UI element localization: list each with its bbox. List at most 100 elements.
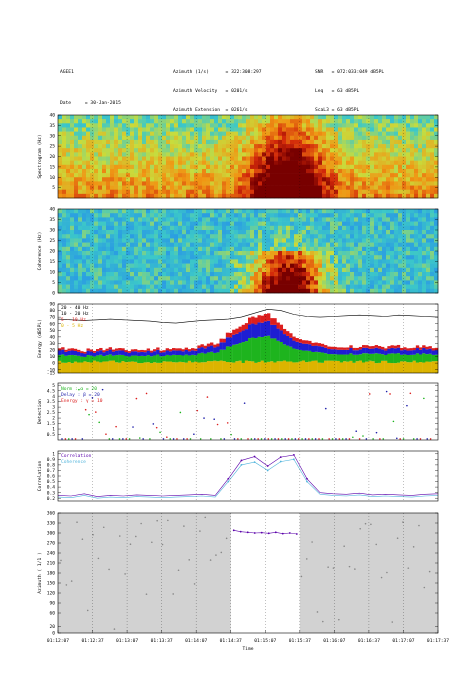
energy-bar bbox=[419, 347, 423, 350]
energy-bar bbox=[400, 354, 404, 362]
heat-cell bbox=[390, 263, 395, 269]
heat-cell bbox=[434, 131, 439, 137]
energy-bar bbox=[200, 347, 204, 353]
heat-cell bbox=[354, 288, 359, 294]
heat-cell bbox=[202, 213, 207, 218]
heat-cell bbox=[254, 148, 259, 153]
heat-cell bbox=[130, 135, 135, 141]
energy-bar bbox=[257, 322, 261, 337]
heat-cell bbox=[434, 213, 439, 218]
heat-cell bbox=[366, 193, 371, 199]
heat-cell bbox=[218, 213, 223, 218]
heat-cell bbox=[358, 139, 363, 145]
heat-cell bbox=[130, 148, 135, 153]
heat-cell bbox=[174, 148, 179, 153]
heat-cell bbox=[150, 234, 155, 239]
heat-cell bbox=[170, 144, 175, 149]
heat-cell bbox=[186, 225, 191, 231]
heat-cell bbox=[406, 238, 411, 243]
heat-cell bbox=[78, 238, 83, 243]
heat-cell bbox=[190, 185, 195, 190]
heat-cell bbox=[146, 272, 151, 277]
heat-cell bbox=[386, 276, 391, 281]
energy-bar bbox=[197, 348, 201, 354]
heat-cell bbox=[282, 230, 287, 235]
heat-cell bbox=[66, 156, 71, 161]
heat-cell bbox=[430, 115, 435, 120]
heat-cell bbox=[174, 168, 179, 174]
heat-cell bbox=[398, 213, 403, 218]
detection-point bbox=[321, 438, 324, 440]
azimuth-point bbox=[151, 541, 153, 544]
heat-cell bbox=[126, 267, 131, 273]
heat-cell bbox=[318, 115, 323, 120]
heat-cell bbox=[290, 209, 295, 214]
energy-bar bbox=[140, 363, 144, 373]
heat-cell bbox=[58, 276, 63, 281]
heat-cell bbox=[414, 234, 419, 239]
heat-cell bbox=[218, 127, 223, 132]
energy-bar bbox=[409, 354, 413, 363]
heat-cell bbox=[346, 242, 351, 248]
heat-cell bbox=[298, 123, 303, 128]
heat-cell bbox=[350, 213, 355, 218]
heat-cell bbox=[358, 189, 363, 195]
heat-cell bbox=[182, 173, 187, 178]
heat-cell bbox=[370, 127, 375, 132]
heat-cell bbox=[174, 217, 179, 222]
heat-cell bbox=[126, 193, 131, 199]
heat-cell bbox=[106, 255, 111, 260]
energy-bar bbox=[381, 360, 385, 373]
azimuth-track-point bbox=[288, 532, 291, 534]
heat-cell bbox=[258, 217, 263, 222]
heat-cell bbox=[86, 284, 91, 290]
heat-cell bbox=[410, 259, 415, 264]
heat-cell bbox=[142, 242, 147, 248]
heat-cell bbox=[166, 251, 171, 256]
energy-bar bbox=[412, 360, 417, 373]
heat-cell bbox=[298, 119, 303, 124]
energy-bar bbox=[333, 360, 337, 373]
energy-bars bbox=[58, 313, 439, 373]
heat-cell bbox=[346, 148, 351, 153]
heat-cell bbox=[358, 144, 363, 149]
heat-cell bbox=[322, 267, 327, 273]
heat-cell bbox=[166, 225, 171, 231]
heat-cell bbox=[354, 251, 359, 256]
heat-cell bbox=[222, 217, 227, 222]
heat-cell bbox=[122, 127, 127, 132]
heat-cell bbox=[246, 234, 251, 239]
energy-bar bbox=[146, 355, 151, 363]
energy-bar bbox=[143, 352, 147, 357]
heat-cell bbox=[122, 288, 127, 294]
heat-cell bbox=[270, 156, 275, 161]
heat-cell bbox=[170, 115, 175, 120]
heat-cell bbox=[226, 156, 231, 161]
heat-cell bbox=[290, 156, 295, 161]
heat-cell bbox=[206, 173, 211, 178]
energy-bar bbox=[121, 348, 125, 351]
heat-cell bbox=[62, 246, 67, 252]
heat-cell bbox=[246, 246, 251, 252]
heat-cell bbox=[142, 280, 147, 285]
heat-cell bbox=[270, 148, 275, 153]
energy-bar bbox=[64, 351, 68, 356]
heat-cell bbox=[382, 225, 387, 231]
heat-cell bbox=[254, 168, 259, 174]
heat-cell bbox=[214, 189, 219, 195]
heat-cell bbox=[226, 189, 231, 195]
heat-cell bbox=[94, 238, 99, 243]
heat-cell bbox=[254, 139, 259, 145]
heat-cell bbox=[366, 115, 371, 120]
detection-point bbox=[277, 438, 280, 440]
heat-cell bbox=[238, 263, 243, 269]
heat-cell bbox=[134, 263, 139, 269]
heat-cell bbox=[186, 230, 191, 235]
heat-cell bbox=[210, 217, 215, 222]
heat-cell bbox=[394, 230, 399, 235]
heat-cell bbox=[342, 173, 347, 178]
heat-cell bbox=[210, 115, 215, 120]
energy-bar bbox=[286, 345, 290, 362]
heat-cell bbox=[378, 217, 383, 222]
heat-cell bbox=[146, 238, 151, 243]
